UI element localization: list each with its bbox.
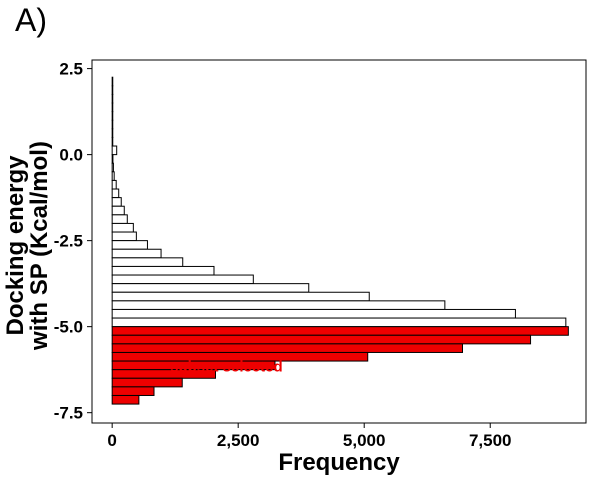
x-tick-label: 0 xyxy=(107,431,116,450)
histogram-bar xyxy=(111,274,254,285)
histogram-bar xyxy=(111,102,114,113)
histogram-bar xyxy=(111,154,114,164)
y-axis-title-line-2: with SP (Kcal/mol) xyxy=(26,141,53,351)
y-tick-label: 2.5 xyxy=(59,60,83,79)
histogram-bar xyxy=(111,386,155,396)
histogram-bar xyxy=(111,326,569,336)
histogram-bar xyxy=(111,128,114,138)
histogram-bar xyxy=(111,179,117,190)
x-tick-label: 2,500 xyxy=(217,431,260,450)
histogram-bar xyxy=(111,162,114,173)
histogram-bar xyxy=(111,231,137,242)
histogram-bar xyxy=(111,222,134,233)
y-tick-label: -5.0 xyxy=(54,318,83,337)
histogram-bar xyxy=(111,171,115,181)
y-axis-title: Docking energy with SP (Kcal/mol) xyxy=(2,141,53,351)
histogram-bar xyxy=(111,334,532,345)
histogram-bar xyxy=(111,111,114,121)
y-axis: 2.5 0.0 -2.5 -5.0 -7.5 xyxy=(54,60,92,423)
histogram-bar xyxy=(111,394,140,405)
y-axis-title-line-1: Docking energy xyxy=(2,155,29,336)
histogram-bar xyxy=(111,197,122,207)
plot-frame xyxy=(91,59,587,424)
histogram-bar xyxy=(111,145,118,156)
histogram-bar xyxy=(111,317,567,328)
histogram-bar xyxy=(111,76,114,87)
histogram-bar xyxy=(111,136,114,147)
y-tick-label: -7.5 xyxy=(54,404,83,423)
x-axis: 0 2,500 5,000 7,500 xyxy=(107,423,511,450)
histogram-bar xyxy=(111,188,120,199)
histogram-bar xyxy=(111,248,162,259)
panel-label: A) xyxy=(15,2,47,38)
histogram-bar xyxy=(111,300,446,310)
histogram-bar xyxy=(111,205,125,216)
subset-selected-annotation: subset selected xyxy=(170,358,283,375)
histogram-bar xyxy=(111,119,114,130)
histogram-bar xyxy=(111,214,128,224)
x-tick-label: 5,000 xyxy=(343,431,386,450)
histogram-bar xyxy=(111,93,114,104)
histogram-bar xyxy=(111,85,114,95)
y-tick-label: -2.5 xyxy=(54,232,83,251)
histogram-bar xyxy=(111,257,184,267)
x-axis-title: Frequency xyxy=(278,449,400,476)
y-tick-label: 0.0 xyxy=(59,146,83,165)
histogram-bar xyxy=(111,343,463,353)
histogram-bar xyxy=(111,265,215,276)
histogram-bar xyxy=(111,240,148,250)
histogram-bar xyxy=(111,283,310,293)
bars-group xyxy=(111,76,569,405)
histogram-bar xyxy=(111,377,183,388)
x-tick-label: 7,500 xyxy=(469,431,512,450)
histogram-bar xyxy=(111,308,516,319)
histogram-bar xyxy=(111,291,370,302)
